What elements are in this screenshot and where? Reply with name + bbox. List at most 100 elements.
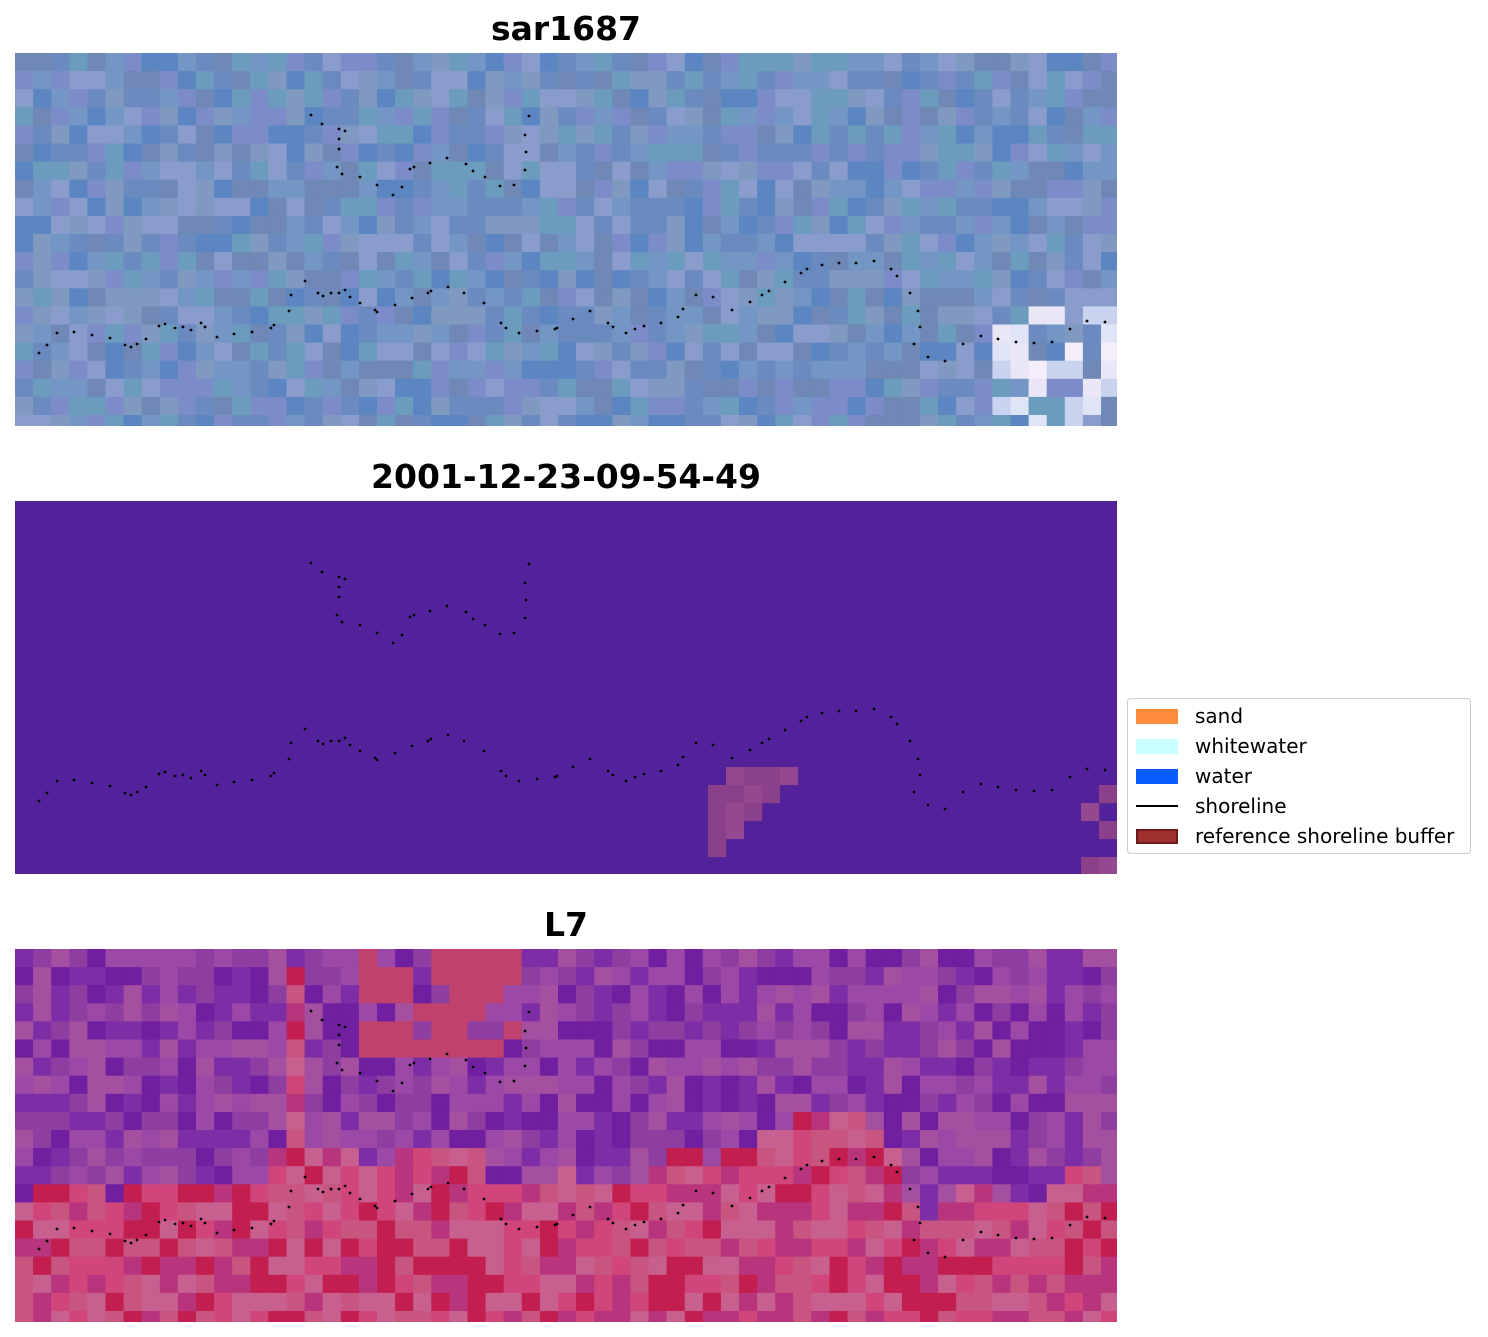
- shoreline-point: [37, 351, 41, 355]
- shoreline-point: [961, 342, 965, 346]
- shoreline-point: [358, 175, 362, 179]
- shoreline-point: [499, 321, 503, 325]
- shoreline-point: [55, 1227, 59, 1231]
- shoreline-point: [340, 172, 344, 176]
- shoreline-point: [72, 330, 76, 334]
- shoreline-point: [144, 1233, 148, 1237]
- shoreline-point: [889, 267, 893, 271]
- shoreline-point: [199, 1217, 203, 1221]
- shoreline-point: [912, 790, 916, 794]
- shoreline-point: [45, 343, 49, 347]
- shoreline-point: [611, 773, 615, 777]
- shoreline-point: [996, 785, 1000, 789]
- shoreline-point: [203, 325, 207, 329]
- shoreline-point: [504, 774, 508, 778]
- shoreline-point: [872, 707, 876, 711]
- shoreline-point: [329, 739, 333, 743]
- shoreline-point: [343, 1184, 347, 1188]
- shoreline-point: [918, 325, 922, 329]
- shoreline-point: [337, 1043, 341, 1047]
- shoreline-point: [287, 309, 291, 313]
- shoreline-point: [730, 1204, 734, 1208]
- shoreline-points: [37, 1009, 1107, 1259]
- shoreline-point: [730, 308, 734, 312]
- shoreline-point: [996, 337, 1000, 341]
- shoreline-point: [916, 309, 920, 313]
- shoreline-point: [535, 1225, 539, 1229]
- shoreline-point: [343, 577, 347, 581]
- shoreline-point: [783, 1176, 787, 1180]
- shoreline-point: [504, 1222, 508, 1226]
- shoreline-point: [287, 757, 291, 761]
- shoreline-point: [799, 719, 803, 723]
- shoreline-point: [412, 165, 416, 169]
- shoreline-point: [1032, 1237, 1036, 1241]
- shoreline-point: [624, 779, 628, 783]
- shoreline-point: [711, 743, 715, 747]
- shoreline-point: [624, 1227, 628, 1231]
- shoreline-point: [694, 741, 698, 745]
- shoreline-point: [676, 315, 680, 319]
- shoreline-point: [748, 1196, 752, 1200]
- shoreline-point: [320, 122, 324, 126]
- shoreline-point: [373, 308, 377, 312]
- legend-label-sand: sand: [1195, 704, 1244, 728]
- shoreline-point: [783, 280, 787, 284]
- shoreline-point: [1085, 767, 1089, 771]
- shoreline-point: [926, 355, 930, 359]
- shoreline-point: [375, 1079, 379, 1083]
- shoreline-point: [348, 295, 352, 299]
- shoreline-point: [908, 291, 912, 295]
- shoreline-point: [45, 1239, 49, 1243]
- shoreline-point: [426, 291, 430, 295]
- shoreline-point: [498, 632, 502, 636]
- shoreline-point: [760, 741, 764, 745]
- shoreline-point: [471, 169, 475, 173]
- shoreline-point: [854, 1157, 858, 1161]
- shoreline-point: [393, 1199, 397, 1203]
- shoreline-point: [337, 585, 341, 589]
- shoreline-point: [1103, 768, 1107, 772]
- shoreline-point: [316, 739, 320, 743]
- shoreline-point: [269, 774, 273, 778]
- shoreline-point: [173, 774, 177, 778]
- shoreline-point: [215, 783, 219, 787]
- shoreline-point: [303, 727, 307, 731]
- legend-swatch-sand: [1136, 708, 1178, 724]
- legend-swatch-reference-buffer: [1136, 828, 1178, 844]
- shoreline-point: [895, 274, 899, 278]
- shoreline-point: [340, 1068, 344, 1072]
- shoreline-point: [250, 778, 254, 782]
- shoreline-point: [393, 303, 397, 307]
- shoreline-point: [410, 296, 414, 300]
- shoreline-point: [412, 613, 416, 617]
- shoreline-point: [996, 1233, 1000, 1237]
- shoreline-point: [498, 184, 502, 188]
- shoreline-point: [400, 1081, 404, 1085]
- shoreline-point: [181, 773, 185, 777]
- legend: sand whitewater water shoreline referenc…: [1127, 698, 1471, 854]
- shoreline-point: [730, 756, 734, 760]
- shoreline-point: [348, 743, 352, 747]
- shoreline-point: [309, 1009, 313, 1013]
- shoreline-point: [337, 147, 341, 151]
- shoreline-point: [391, 641, 395, 645]
- shoreline-point: [1085, 319, 1089, 323]
- shoreline-point: [373, 756, 377, 760]
- shoreline-point: [918, 773, 922, 777]
- shoreline-point: [979, 1230, 983, 1234]
- shoreline-point: [232, 1228, 236, 1232]
- shoreline-point: [428, 609, 432, 613]
- shoreline-point: [471, 1065, 475, 1069]
- shoreline-point: [483, 175, 487, 179]
- shoreline-point: [659, 321, 663, 325]
- shoreline-point: [173, 326, 177, 330]
- shoreline-point: [711, 1191, 715, 1195]
- shoreline-point: [1050, 1236, 1054, 1240]
- shoreline-point: [535, 777, 539, 781]
- shoreline-point: [189, 328, 193, 332]
- buffer-patches: [708, 767, 1117, 874]
- shoreline-point: [358, 1071, 362, 1075]
- legend-item-whitewater: whitewater: [1136, 731, 1307, 761]
- shoreline-point: [523, 168, 527, 172]
